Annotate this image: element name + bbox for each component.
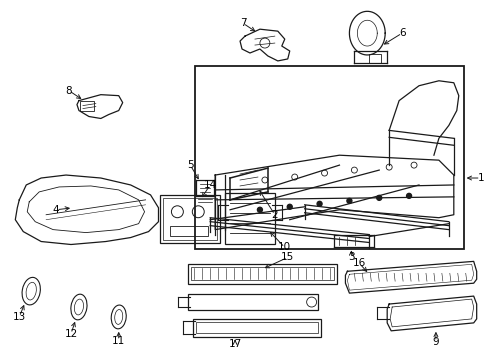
Text: 4: 4 [53,205,59,215]
Bar [196,322,318,333]
Text: 8: 8 [66,86,73,96]
Bar [171,226,208,235]
Text: 5: 5 [187,160,194,170]
Text: 2: 2 [271,210,278,220]
Bar [188,294,318,310]
Circle shape [407,193,412,198]
Circle shape [377,195,382,201]
Text: 7: 7 [240,18,246,28]
Text: 13: 13 [13,312,26,322]
Bar [161,195,220,243]
Text: 1: 1 [477,173,484,183]
Bar [80,100,94,111]
Text: 9: 9 [433,337,439,347]
Text: 11: 11 [112,336,125,346]
Text: 17: 17 [228,339,242,349]
Bar [191,267,335,280]
Text: 10: 10 [278,243,292,252]
Circle shape [257,207,263,212]
Bar [188,264,338,284]
Bar [369,54,381,63]
Text: 6: 6 [399,28,405,38]
Text: 12: 12 [64,329,77,339]
Bar [193,319,320,337]
Circle shape [287,204,292,209]
Bar [164,198,217,239]
Text: 14: 14 [203,180,217,190]
Circle shape [347,198,352,203]
Bar [196,66,464,249]
Text: 16: 16 [353,258,366,268]
Circle shape [317,201,322,206]
Text: 3: 3 [348,252,355,262]
Text: 15: 15 [281,252,294,262]
Bar [225,193,275,244]
